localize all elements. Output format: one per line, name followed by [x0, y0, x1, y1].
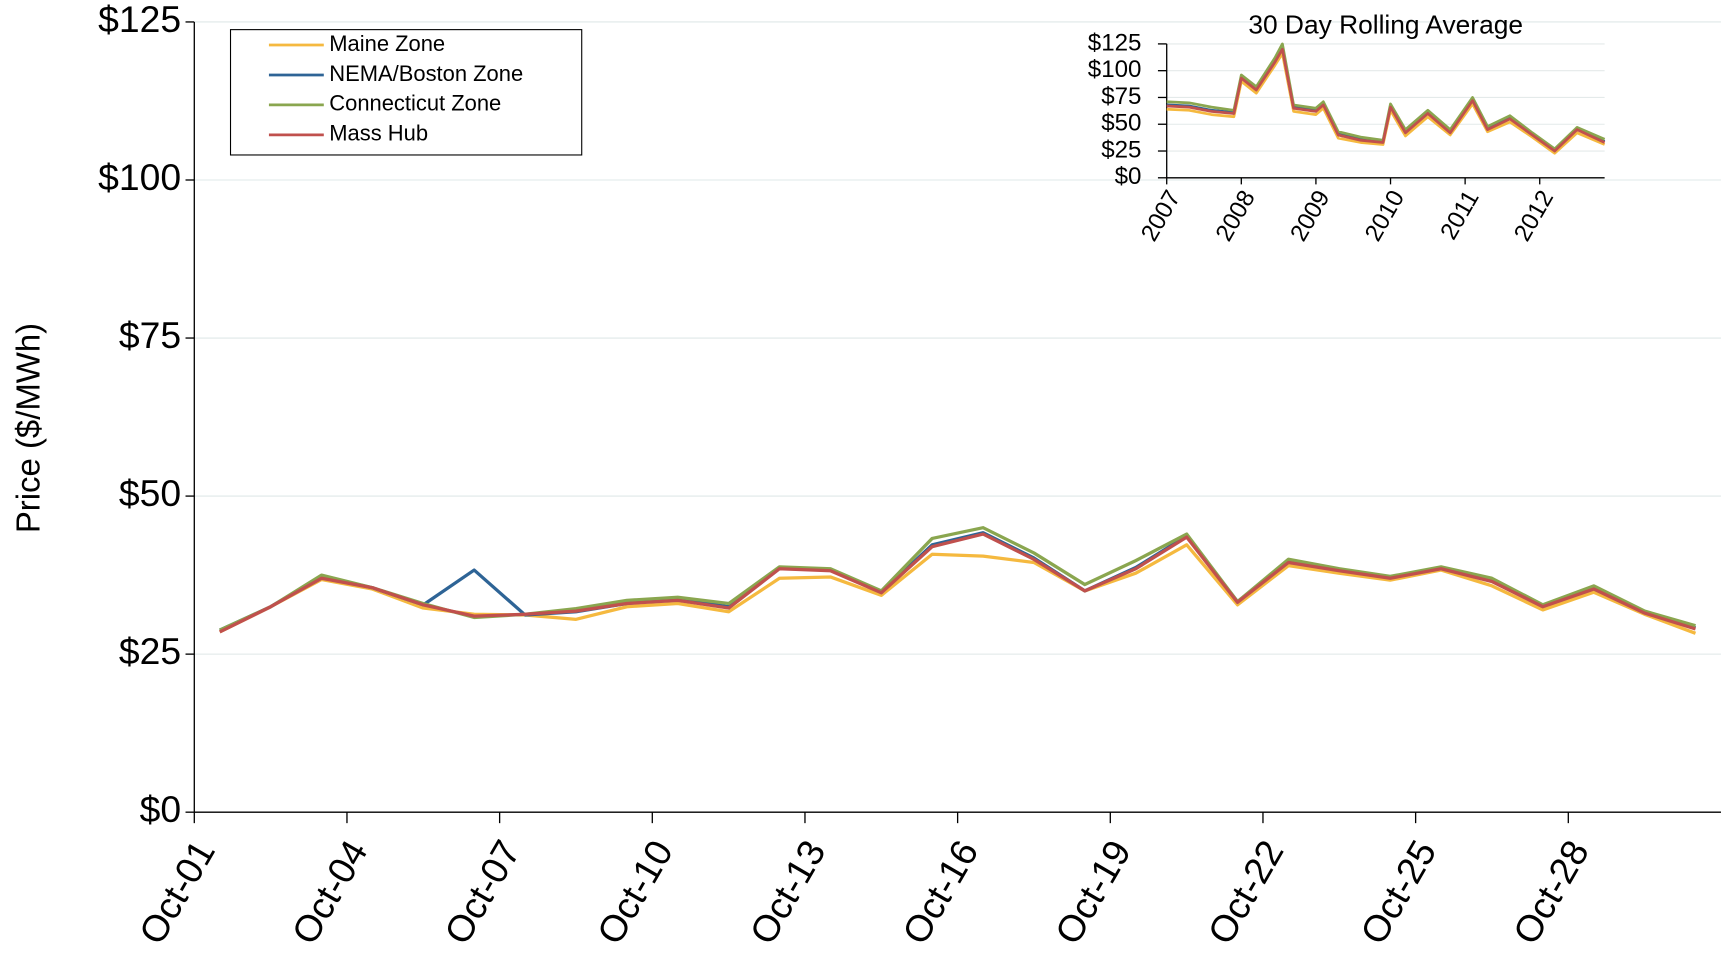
series-line — [1166, 42, 1606, 151]
y-tick-label: $50 — [1101, 110, 1141, 137]
y-tick-label: $25 — [1101, 136, 1141, 163]
legend-label: Connecticut Zone — [329, 91, 501, 116]
y-tick-label: $25 — [119, 630, 181, 672]
y-axis-label: Price ($/MWh) — [9, 323, 46, 533]
y-tick-label: $75 — [1101, 83, 1141, 110]
y-tick-label: $125 — [1088, 29, 1142, 56]
x-tick-label: 2008 — [1211, 186, 1261, 246]
x-tick-label: Oct-13 — [741, 833, 833, 951]
x-tick-label: 2007 — [1136, 186, 1186, 246]
x-tick-label: Oct-10 — [589, 833, 681, 951]
series-line — [219, 532, 1696, 634]
series-line — [219, 543, 1697, 635]
x-tick-label: 2010 — [1360, 186, 1410, 246]
x-tick-label: Oct-28 — [1505, 833, 1597, 951]
y-tick-label: $0 — [1115, 163, 1142, 190]
y-tick-label: $75 — [119, 314, 181, 356]
y-tick-label: $100 — [98, 156, 181, 198]
x-tick-label: Oct-19 — [1047, 833, 1139, 951]
x-tick-label: Oct-01 — [131, 833, 223, 951]
x-tick-label: 2012 — [1509, 186, 1559, 246]
y-tick-label: $100 — [1088, 56, 1142, 83]
chart-title: 30 Day Rolling Average — [1248, 9, 1523, 39]
x-tick-label: Oct-25 — [1352, 833, 1444, 951]
x-tick-label: Oct-16 — [894, 833, 986, 951]
x-tick-label: 2009 — [1285, 186, 1335, 246]
legend-label: Mass Hub — [329, 121, 428, 146]
series-line — [1166, 47, 1606, 153]
y-tick-label: $50 — [119, 472, 181, 514]
y-tick-label: $0 — [140, 788, 182, 830]
legend-label: NEMA/Boston Zone — [329, 61, 523, 86]
x-tick-label: 2011 — [1435, 186, 1484, 244]
x-tick-label: Oct-22 — [1199, 833, 1291, 951]
legend-label: Maine Zone — [329, 31, 445, 56]
x-tick-label: Oct-07 — [436, 833, 528, 951]
x-tick-label: Oct-04 — [283, 833, 375, 951]
y-tick-label: $125 — [98, 0, 181, 40]
